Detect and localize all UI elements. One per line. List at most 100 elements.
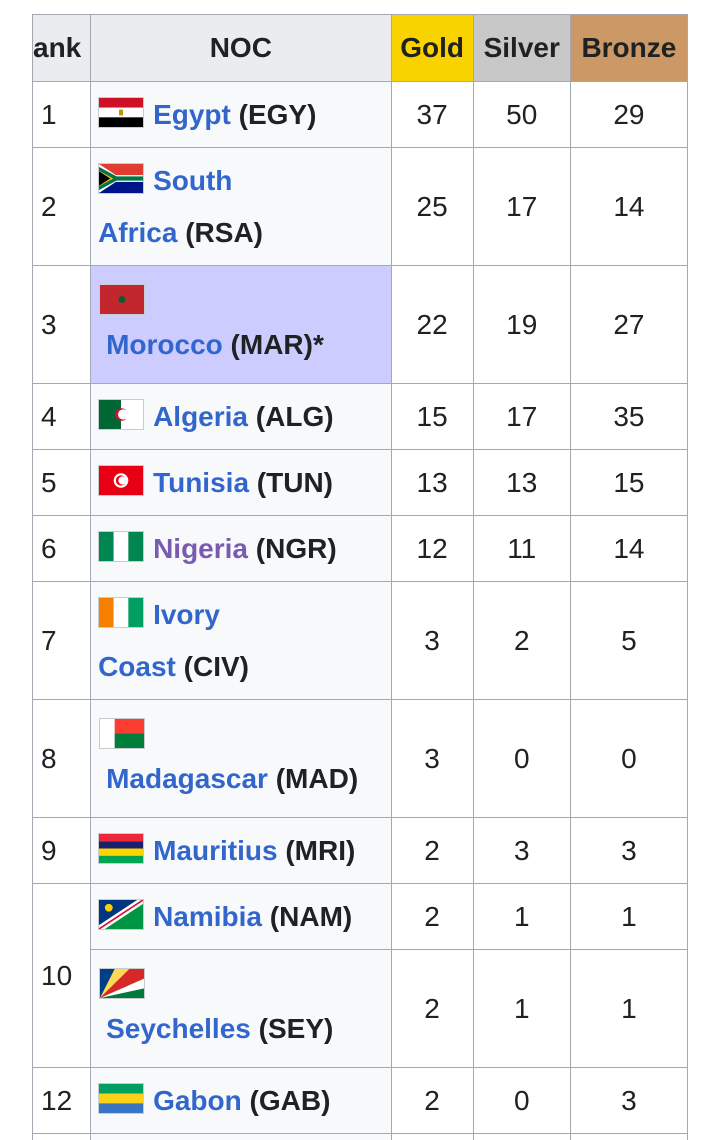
noc-cell: South Africa (RSA) [90,147,392,266]
table-row: 6 Nigeria (NGR) 12 11 14 [32,515,688,582]
gold-count: 2 [390,883,474,950]
table-row: 4 Algeria (ALG) 15 17 35 [32,383,688,450]
noc-code: (CIV) [183,650,249,682]
silver-count: 1 [472,883,571,950]
rank-cell: 3 [32,265,92,384]
noc-code: (MAR)* [230,329,324,360]
rank-cell: 7 [32,581,92,700]
bronze-count: 5 [569,581,688,700]
bronze-count: 1 [569,949,688,1068]
silver-count: 1 [472,949,571,1068]
gold-count [390,1133,474,1140]
country-link-algeria[interactable]: Algeria [153,400,249,432]
gold-count: 22 [390,265,474,384]
noc-code: (EGY) [238,98,317,130]
rank-cell: 1 [32,81,92,148]
silver-count: 17 [472,383,571,450]
noc-code: (ALG) [255,400,334,432]
silver-count: 3 [472,817,571,884]
silver-count: 2 [472,581,571,700]
table-row: 1 Egypt (EGY) 37 50 29 [32,81,688,148]
country-link-ivory-coast[interactable]: Ivory [153,598,221,630]
rank-cell: 2 [32,147,92,266]
noc-cell: Namibia (NAM) [90,883,392,950]
country-link-south-africa-cont[interactable]: Africa [98,216,178,248]
bronze-count: 1 [569,883,688,950]
table-row: 3 Morocco (MAR)* 22 19 27 [32,265,688,384]
bronze-count [569,1133,688,1140]
silver-count: 0 [472,699,571,818]
country-link-egypt[interactable]: Egypt [153,98,231,130]
noc-cell [90,1133,392,1140]
gold-count: 2 [390,1067,474,1134]
country-link-ivory-coast-cont[interactable]: Coast [98,650,176,682]
medal-table-container: ank NOC Gold Silver Bronze 1 Egypt (EGY)… [32,14,688,1140]
gold-count: 2 [390,817,474,884]
bronze-count: 14 [569,147,688,266]
table-row: 7 Ivory Coast (CIV) 3 2 5 [32,581,688,700]
noc-code: (SEY) [258,1013,334,1044]
gold-count: 3 [390,699,474,818]
noc-column-header[interactable]: NOC [90,14,392,82]
morocco-flag-icon[interactable] [99,284,146,315]
country-link-south-africa[interactable]: South [153,164,233,196]
rank-cell: 6 [32,515,92,582]
silver-column-header[interactable]: Silver [472,14,571,82]
country-link-mauritius[interactable]: Mauritius [153,834,278,866]
noc-code: (MAD) [275,763,359,794]
noc-cell: Mauritius (MRI) [90,817,392,884]
ivory-coast-flag-icon[interactable] [98,596,145,628]
noc-code: (NAM) [269,900,353,932]
gold-count: 37 [390,81,474,148]
bronze-count: 29 [569,81,688,148]
madagascar-flag-icon[interactable] [99,718,146,749]
seychelles-flag-icon[interactable] [99,968,146,999]
noc-code: (MRI) [285,834,356,866]
mauritius-flag-icon[interactable] [98,832,145,864]
gold-column-header[interactable]: Gold [390,14,474,82]
medal-table: ank NOC Gold Silver Bronze 1 Egypt (EGY)… [32,14,688,1140]
algeria-flag-icon[interactable] [98,398,145,430]
country-link-gabon[interactable]: Gabon [153,1084,242,1116]
nigeria-flag-icon[interactable] [98,530,145,562]
gold-count: 2 [390,949,474,1068]
south-africa-flag-icon[interactable] [98,162,145,194]
country-link-morocco[interactable]: Morocco [106,329,223,360]
silver-count: 13 [472,449,571,516]
noc-cell: Tunisia (TUN) [90,449,392,516]
country-link-madagascar[interactable]: Madagascar [106,763,268,794]
bronze-column-header[interactable]: Bronze [569,14,688,82]
noc-code: (RSA) [185,216,263,248]
tunisia-flag-icon[interactable] [98,464,145,496]
rank-cell: 10 [32,883,92,1068]
noc-cell: Egypt (EGY) [90,81,392,148]
noc-cell: Gabon (GAB) [90,1067,392,1134]
gold-count: 12 [390,515,474,582]
rank-cell: 9 [32,817,92,884]
bronze-count: 27 [569,265,688,384]
gabon-flag-icon[interactable] [98,1082,145,1114]
bronze-count: 3 [569,817,688,884]
silver-count: 19 [472,265,571,384]
bronze-count: 14 [569,515,688,582]
noc-code: (NGR) [255,532,337,564]
silver-count: 0 [472,1067,571,1134]
noc-cell: Ivory Coast (CIV) [90,581,392,700]
noc-cell: Algeria (ALG) [90,383,392,450]
egypt-flag-icon[interactable] [98,96,145,128]
gold-count: 25 [390,147,474,266]
noc-code: (GAB) [249,1084,331,1116]
country-link-namibia[interactable]: Namibia [153,900,263,932]
gold-count: 3 [390,581,474,700]
silver-count: 17 [472,147,571,266]
country-link-seychelles[interactable]: Seychelles [106,1013,251,1044]
table-row: 5 Tunisia (TUN) 13 13 15 [32,449,688,516]
namibia-flag-icon[interactable] [98,898,145,930]
country-link-nigeria[interactable]: Nigeria [153,532,249,564]
silver-count: 11 [472,515,571,582]
rank-cell: 4 [32,383,92,450]
table-row: 10 Namibia (NAM) 2 1 1 [32,883,688,1068]
country-link-tunisia[interactable]: Tunisia [153,466,250,498]
rank-cell: 8 [32,699,92,818]
rank-column-header[interactable]: ank [32,14,92,82]
